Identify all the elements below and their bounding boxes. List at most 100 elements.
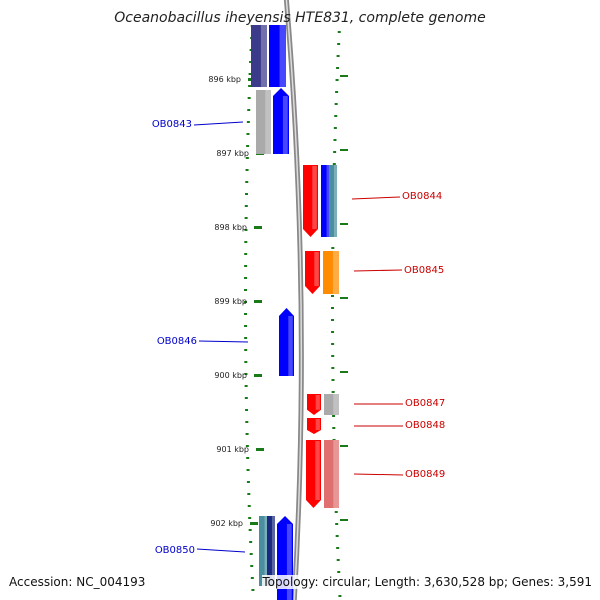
major-tick [254, 374, 262, 377]
gene-label[interactable]: OB0849 [405, 469, 445, 480]
minor-tick [333, 127, 337, 129]
minor-tick [334, 511, 338, 513]
cog-bar [321, 165, 330, 237]
minor-tick [245, 181, 249, 183]
minor-tick [331, 247, 335, 249]
cog-bar [324, 440, 339, 508]
minor-tick [246, 469, 250, 471]
minor-tick [250, 577, 254, 579]
gene-leader-line [193, 121, 244, 126]
minor-tick [244, 349, 248, 351]
gene-leader-line [353, 269, 403, 272]
minor-tick [246, 121, 250, 123]
accession-text: Accession: NC_004193 [9, 575, 146, 589]
major-tick [340, 519, 348, 521]
minor-tick [249, 553, 253, 555]
minor-tick [332, 163, 336, 165]
minor-tick [338, 595, 342, 597]
minor-tick [331, 331, 335, 333]
map-title: Oceanobacillus iheyensis HTE831, complet… [114, 10, 486, 26]
minor-tick [247, 505, 251, 507]
backbone-highlight [285, 0, 303, 600]
gene-leader-line [353, 473, 404, 476]
minor-tick [250, 565, 254, 567]
gene-label[interactable]: OB0847 [405, 398, 445, 409]
ruler-label: 897 kbp [216, 149, 249, 158]
major-tick [256, 448, 264, 451]
minor-tick [334, 103, 338, 105]
minor-tick [336, 55, 340, 57]
gene-label[interactable]: OB0846 [157, 336, 197, 347]
minor-tick [245, 169, 249, 171]
minor-tick [248, 529, 252, 531]
gene-label[interactable]: OB0848 [405, 420, 445, 431]
minor-tick [246, 145, 250, 147]
major-tick [340, 75, 348, 77]
minor-tick [336, 67, 340, 69]
minor-tick [336, 559, 340, 561]
minor-tick [335, 535, 339, 537]
reverse-cds-arrow [269, 25, 286, 87]
reverse-cds-arrow-shine [279, 25, 286, 87]
gene-label[interactable]: OB0850 [155, 545, 195, 556]
minor-tick [244, 289, 248, 291]
forward-cds-arrow-shine [315, 419, 320, 430]
ruler-label: 900 kbp [214, 371, 247, 380]
minor-tick [337, 31, 341, 33]
minor-tick [244, 253, 248, 255]
major-tick [340, 297, 348, 299]
reverse-cds-arrow-shine [282, 96, 288, 154]
forward-cds-arrow [305, 251, 320, 294]
cog-bar-shine [333, 394, 339, 415]
minor-tick [244, 205, 248, 207]
minor-tick [244, 385, 248, 387]
minor-tick [331, 367, 335, 369]
cog-bar [323, 251, 339, 294]
cog-bar [256, 90, 271, 154]
minor-tick [331, 379, 335, 381]
minor-tick [335, 91, 339, 93]
major-tick [250, 522, 258, 525]
gene-label[interactable]: OB0843 [152, 119, 192, 130]
cog-bar-shine [264, 516, 268, 586]
minor-tick [244, 373, 248, 375]
minor-tick [246, 133, 250, 135]
minor-tick [244, 229, 248, 231]
minor-tick [244, 337, 248, 339]
cog-bar-shine [333, 165, 337, 237]
minor-tick [334, 115, 338, 117]
major-tick [340, 445, 348, 447]
minor-tick [335, 523, 339, 525]
minor-tick [247, 97, 251, 99]
minor-tick [251, 589, 255, 591]
minor-tick [247, 109, 251, 111]
cog-bar-shine [332, 251, 339, 294]
minor-tick [331, 319, 335, 321]
major-tick [340, 223, 348, 225]
minor-tick [248, 73, 252, 75]
gene-label[interactable]: OB0845 [404, 265, 444, 276]
major-tick [340, 371, 348, 373]
minor-tick [333, 151, 337, 153]
forward-cds-arrow-shine [312, 166, 317, 229]
cog-bar [259, 516, 268, 586]
forward-cds-arrow-shine [315, 441, 320, 500]
minor-tick [248, 517, 252, 519]
cog-bar [251, 25, 267, 87]
minor-tick [246, 481, 250, 483]
minor-tick [333, 139, 337, 141]
reverse-cds-arrow [279, 308, 294, 376]
minor-tick [336, 547, 340, 549]
minor-tick [244, 265, 248, 267]
genome-info-text: Topology: circular; Length: 3,630,528 bp… [262, 575, 592, 589]
gene-label[interactable]: OB0844 [402, 191, 442, 202]
gene-leader-line [351, 196, 401, 200]
reverse-cds-arrow [273, 88, 289, 154]
major-tick [254, 300, 262, 303]
cog-bar-shine [260, 25, 267, 87]
minor-tick [335, 79, 339, 81]
minor-tick [244, 313, 248, 315]
minor-tick [331, 343, 335, 345]
gene-leader-line [196, 548, 246, 553]
minor-tick [245, 421, 249, 423]
